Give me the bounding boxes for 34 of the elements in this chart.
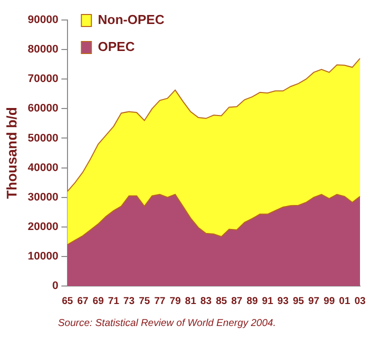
legend-label: Non-OPEC	[98, 12, 165, 28]
x-tick-label: 67	[77, 296, 89, 307]
x-tick-label: 03	[354, 296, 366, 307]
x-tick-label: 01	[339, 296, 351, 307]
source-note: Source: Statistical Review of World Energy 2004.	[58, 318, 276, 329]
y-tick-label: 40000	[28, 162, 58, 174]
x-tick-label: 73	[123, 296, 135, 307]
y-tick-label: 50000	[28, 132, 58, 144]
y-tick-label: 30000	[28, 191, 58, 204]
y-tick-label: 10000	[28, 250, 58, 262]
x-tick-label: 75	[138, 296, 150, 307]
x-tick-label: 69	[92, 296, 104, 307]
y-tick-label: 80000	[28, 44, 58, 56]
y-axis-title: Thousand b/d	[3, 107, 20, 199]
y-tick-label: 70000	[28, 73, 58, 86]
x-tick-label: 71	[108, 296, 120, 307]
y-tick-label: 90000	[28, 14, 58, 26]
x-tick-label: 65	[62, 296, 74, 307]
x-tick-label: 85	[216, 296, 228, 307]
x-tick-label: 83	[200, 296, 212, 307]
y-tick-label: 0	[52, 280, 58, 292]
y-tick-label: 20000	[28, 220, 58, 233]
legend-label: OPEC	[98, 39, 136, 54]
y-tick-label: 60000	[28, 102, 58, 115]
x-tick-label: 81	[185, 296, 197, 307]
x-tick-label: 95	[292, 296, 304, 307]
x-tick-label: 87	[231, 296, 243, 307]
x-tick-label: 89	[246, 296, 258, 307]
x-tick-label: 97	[308, 296, 320, 307]
x-tick-label: 79	[170, 296, 182, 307]
x-tick-label: 91	[262, 296, 274, 307]
x-tick-label: 93	[277, 296, 289, 307]
x-tick-label: 99	[324, 296, 336, 307]
x-tick-label: 77	[154, 296, 166, 307]
